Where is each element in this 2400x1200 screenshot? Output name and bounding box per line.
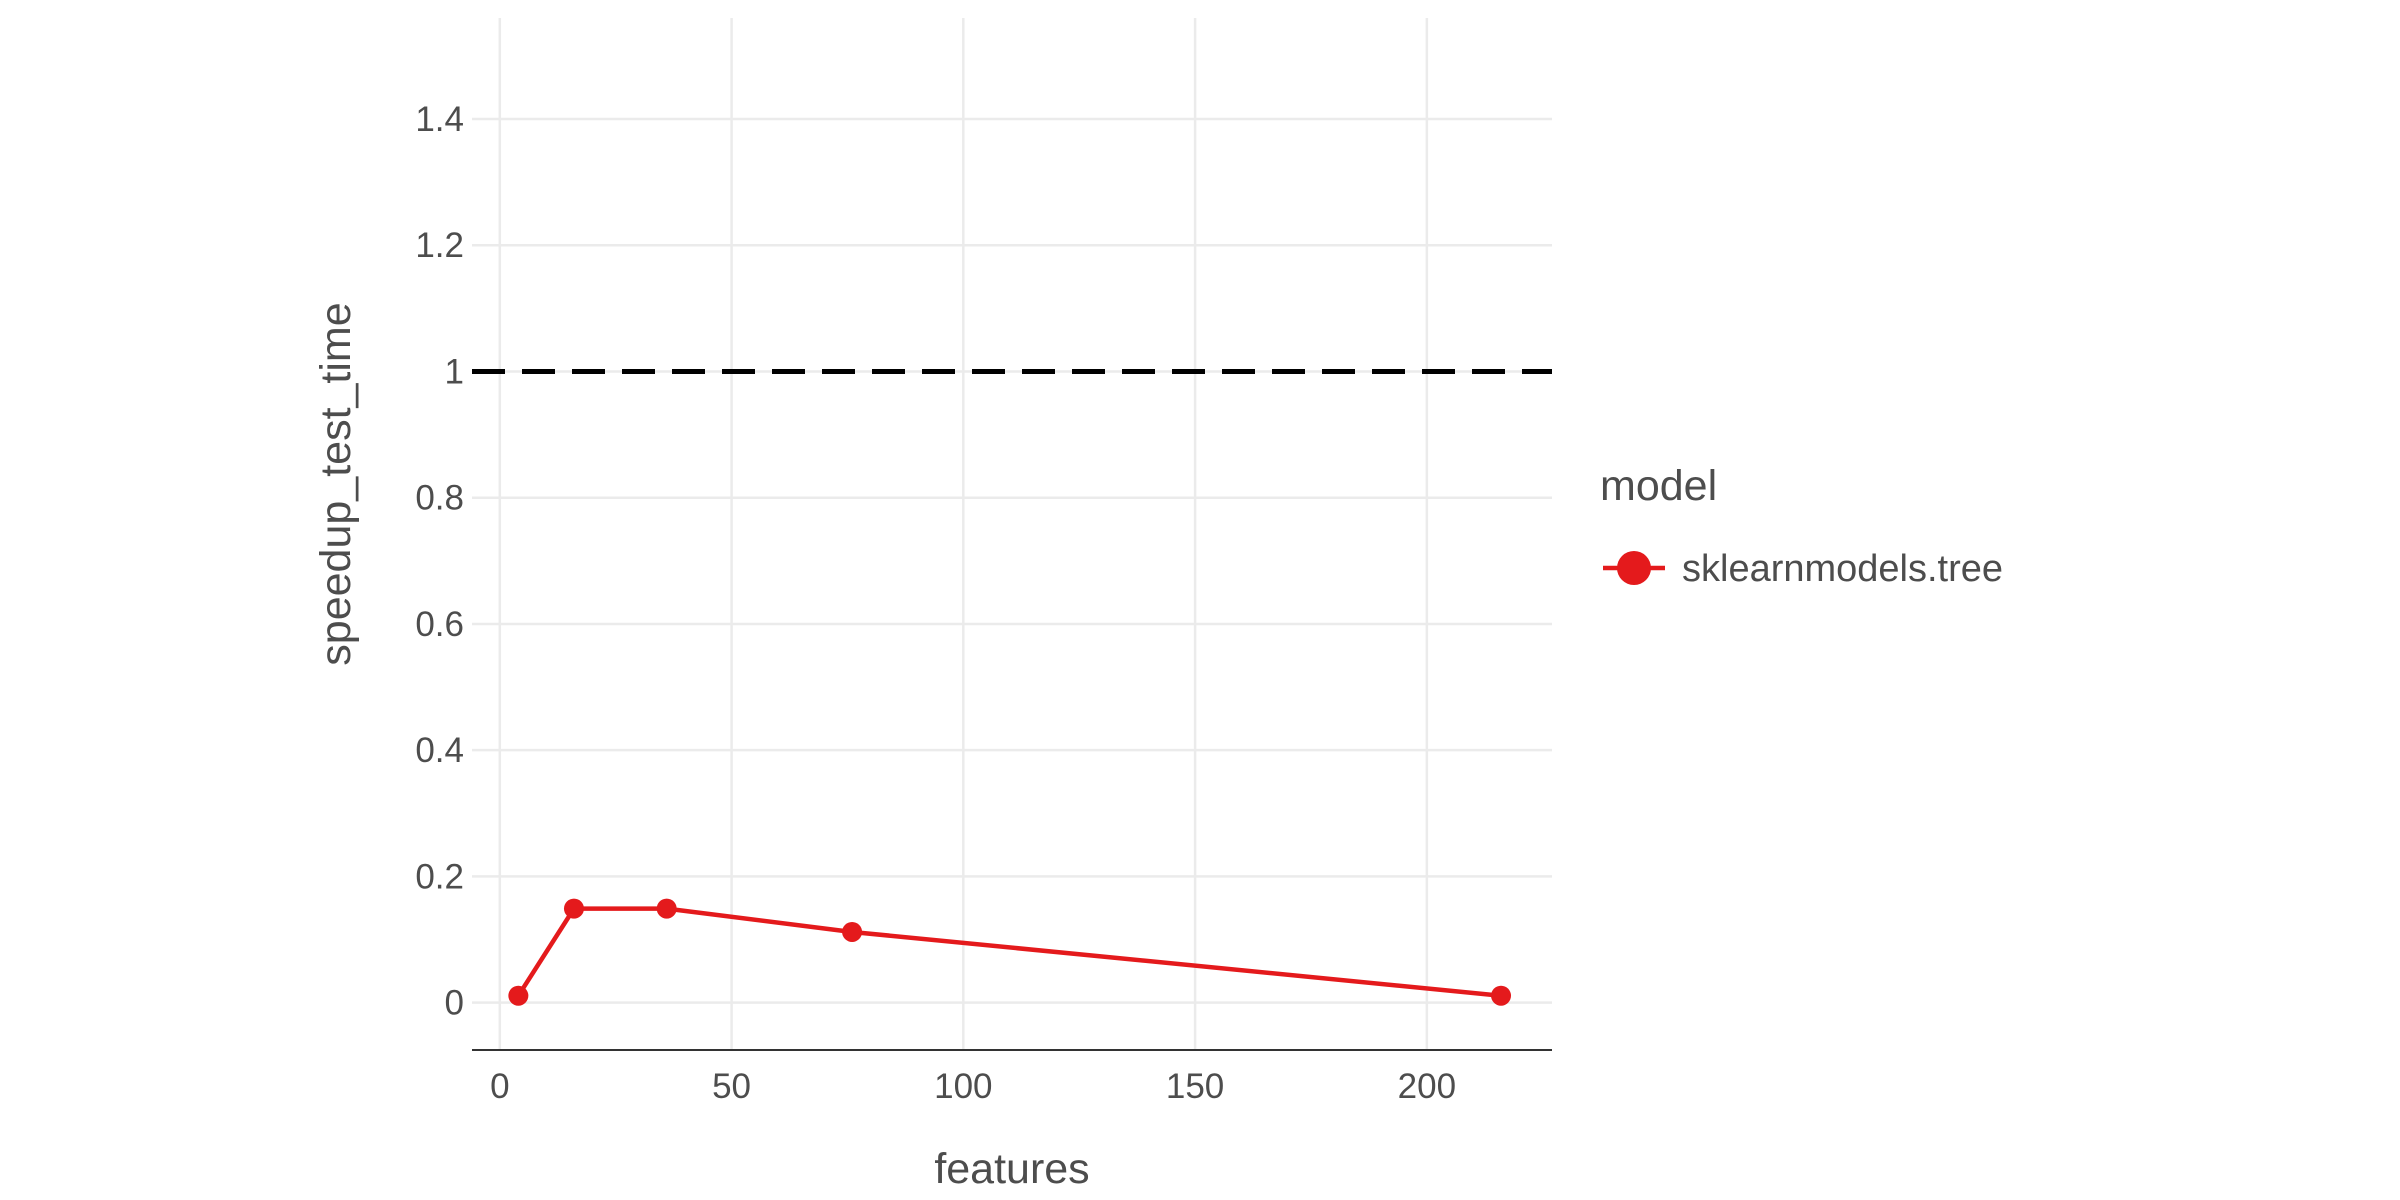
x-tick-label-2: 100: [934, 1067, 992, 1106]
legend: model sklearnmodels.tree: [1600, 462, 2003, 590]
x-tick-labels: 0 50 100 150 200: [490, 1067, 1456, 1106]
data-point-0-2: [656, 898, 677, 919]
legend-label-0: sklearnmodels.tree: [1682, 548, 2003, 590]
series-group: [508, 898, 1512, 1006]
legend-items: sklearnmodels.tree: [1603, 548, 2003, 590]
y-axis-title: speedup_test_time: [312, 302, 360, 665]
vertical-gridlines: [498, 18, 1429, 1050]
y-tick-label-3: 0.6: [415, 605, 464, 644]
data-point-0-1: [563, 898, 584, 919]
legend-key-marker-0: [1617, 551, 1651, 585]
x-tick-label-3: 150: [1166, 1067, 1224, 1106]
y-tick-label-5: 1: [445, 352, 464, 391]
y-tick-label-2: 0.4: [415, 731, 464, 770]
x-tick-label-1: 50: [712, 1067, 751, 1106]
x-axis-title: features: [934, 1145, 1089, 1193]
legend-title: model: [1600, 462, 1717, 510]
data-point-0-3: [842, 921, 863, 942]
data-point-0-0: [508, 985, 529, 1006]
y-tick-label-4: 0.8: [415, 479, 464, 518]
y-tick-label-6: 1.2: [415, 226, 464, 265]
x-tick-label-4: 200: [1398, 1067, 1456, 1106]
series-line-0: [516, 906, 1502, 998]
y-tick-label-1: 0.2: [415, 857, 464, 896]
y-tick-label-7: 1.4: [415, 100, 464, 139]
x-tick-label-0: 0: [490, 1067, 509, 1106]
y-tick-label-0: 0: [445, 984, 464, 1023]
y-tick-labels: 0 0.2 0.4 0.6 0.8 1 1.2 1.4: [415, 100, 464, 1023]
data-point-0-4: [1491, 985, 1512, 1006]
horizontal-gridlines: [472, 117, 1552, 1004]
